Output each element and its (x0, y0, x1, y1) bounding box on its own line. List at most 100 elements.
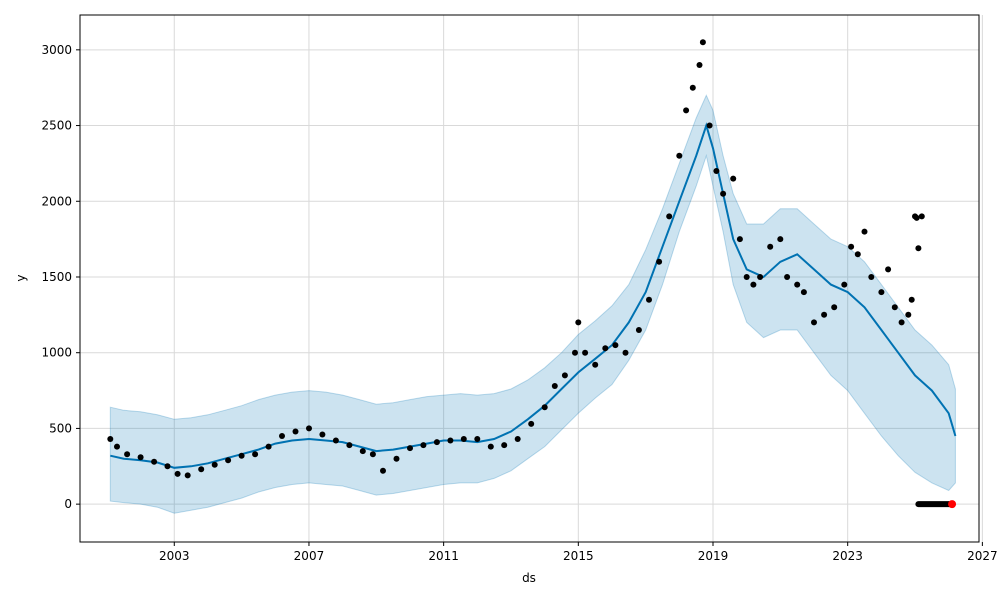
observed-point (164, 463, 171, 470)
observed-points (107, 39, 925, 479)
observed-point (736, 236, 743, 243)
observed-point (683, 107, 690, 114)
forecast-line (110, 122, 957, 469)
observed-point (265, 443, 272, 450)
y-tick-label: 3000 (41, 43, 72, 57)
y-tick-label: 1500 (41, 270, 72, 284)
observed-point (777, 236, 784, 243)
future-points (915, 500, 957, 509)
x-tick-label: 2023 (832, 549, 863, 563)
observed-point (252, 451, 259, 458)
observed-point (706, 122, 713, 129)
y-tick-label: 500 (49, 421, 72, 435)
grid-lines (80, 15, 983, 542)
observed-point (743, 274, 750, 280)
x-tick-label: 2007 (294, 549, 325, 563)
observed-point (346, 442, 353, 449)
x-tick-label: 2015 (563, 549, 594, 563)
observed-point (821, 311, 828, 318)
observed-point (407, 445, 413, 452)
observed-point (184, 472, 191, 479)
observed-point (124, 451, 131, 458)
observed-point (551, 383, 558, 389)
observed-point (908, 296, 915, 303)
observed-point (915, 245, 922, 252)
observed-point (514, 436, 521, 442)
observed-point (612, 342, 619, 349)
observed-point (696, 62, 703, 68)
observed-point (380, 467, 386, 474)
observed-point (794, 281, 801, 288)
y-tick-label: 0 (64, 497, 72, 511)
y-axis: 0 500 1000 1500 2000 2500 3000 (41, 43, 80, 511)
observed-point (811, 319, 817, 326)
observed-point (359, 448, 366, 455)
observed-point (393, 455, 400, 462)
observed-point (501, 442, 508, 449)
observed-point (151, 458, 158, 465)
observed-point (306, 425, 312, 432)
observed-point (319, 431, 326, 438)
observed-point (730, 175, 737, 182)
observed-point (878, 289, 885, 296)
plot-frame (79, 14, 980, 543)
y-tick-label: 2500 (41, 119, 72, 133)
observed-point (800, 289, 807, 296)
observed-point (528, 420, 535, 427)
x-axis: 2003 2007 2011 2015 2019 2023 2027 (159, 542, 998, 563)
x-axis-label: ds (522, 571, 536, 585)
observed-point (114, 443, 120, 450)
observed-point (292, 428, 299, 435)
observed-point (575, 319, 582, 326)
observed-point (635, 327, 642, 333)
observed-point (848, 243, 855, 250)
observed-point (474, 436, 481, 442)
observed-point (713, 168, 720, 174)
observed-point (107, 436, 114, 442)
observed-point (750, 281, 757, 288)
observed-point (767, 243, 774, 250)
observed-point (447, 437, 454, 444)
observed-point (211, 461, 218, 468)
observed-point (720, 190, 727, 197)
y-axis-label: y (14, 274, 28, 281)
x-tick-label: 2019 (698, 549, 729, 563)
observed-point (868, 274, 875, 280)
observed-point (137, 454, 144, 461)
observed-point (784, 274, 791, 280)
observed-point (433, 439, 440, 446)
observed-point (666, 213, 673, 220)
observed-point (913, 214, 920, 221)
x-tick-label: 2011 (428, 549, 459, 563)
observed-point (279, 433, 285, 439)
y-tick-label: 2000 (41, 194, 72, 208)
observed-point (622, 349, 629, 356)
observed-point (582, 349, 589, 356)
observed-point (460, 436, 467, 442)
observed-point (656, 258, 663, 265)
observed-point (898, 319, 905, 326)
observed-point (757, 274, 764, 280)
highlight-point (948, 500, 957, 509)
observed-point (861, 228, 868, 235)
observed-point (332, 437, 339, 444)
observed-point (572, 349, 578, 356)
x-tick-label: 2003 (159, 549, 190, 563)
observed-point (699, 39, 706, 46)
observed-point (689, 84, 696, 91)
observed-point (891, 304, 898, 311)
observed-point (420, 442, 427, 449)
observed-point (541, 404, 548, 411)
observed-point (592, 361, 599, 368)
y-tick-label: 1000 (41, 346, 72, 360)
observed-point (561, 372, 568, 379)
observed-point (369, 451, 376, 458)
x-tick-label: 2027 (967, 549, 998, 563)
observed-point (487, 443, 494, 450)
observed-point (174, 470, 181, 477)
observed-point (854, 251, 861, 258)
observed-point (831, 304, 838, 311)
observed-point (646, 296, 652, 303)
